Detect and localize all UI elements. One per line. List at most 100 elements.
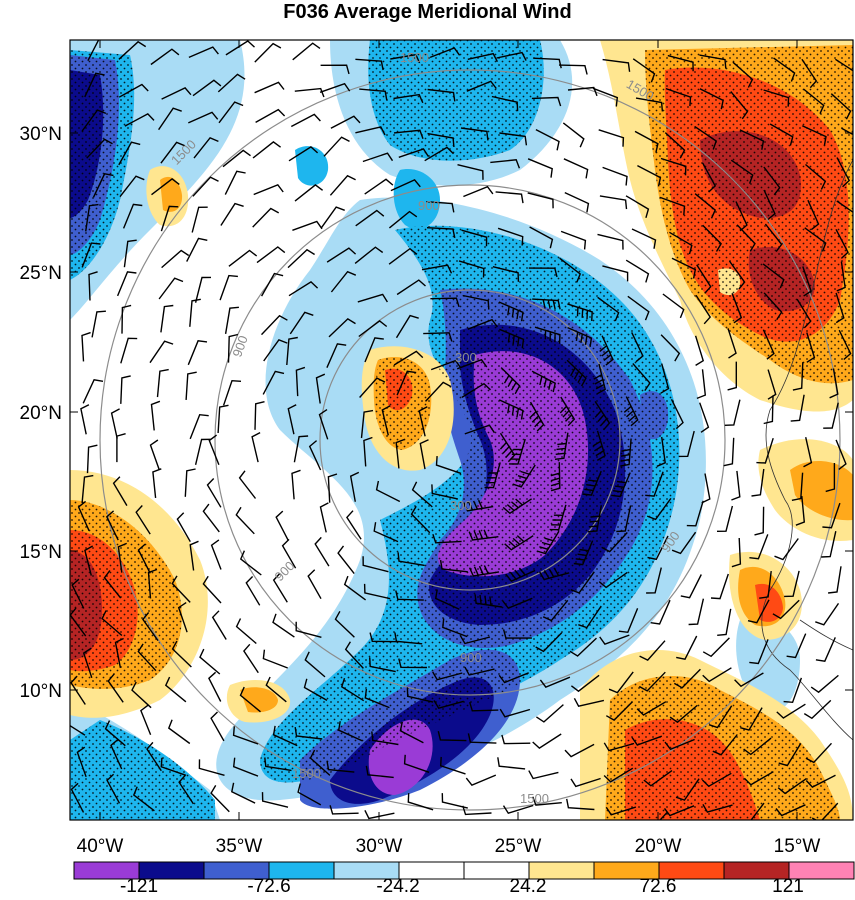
wind-barb [411, 481, 433, 508]
wind-barb [695, 294, 712, 325]
wind-barb [835, 58, 853, 72]
wind-barb [442, 618, 468, 638]
wind-barb [528, 770, 559, 780]
wind-barb [292, 42, 321, 61]
colorbar-label: 24.2 [510, 876, 547, 897]
wind-barb [823, 402, 839, 429]
wind-barb [603, 767, 634, 783]
wind-barb [291, 469, 301, 500]
height-contours [99, 69, 841, 811]
wind-barb [178, 775, 194, 805]
wind-barb [767, 369, 777, 400]
wind-barb [688, 598, 705, 626]
wind-barb [499, 328, 525, 349]
wind-barb [461, 382, 491, 398]
wind-barb [224, 170, 246, 195]
wind-barb [82, 379, 104, 404]
wind-barb [717, 608, 732, 636]
wind-barb [734, 672, 764, 688]
wind-barb [467, 52, 499, 63]
wind-barb [646, 497, 672, 521]
wind-barb [330, 115, 361, 129]
wind-barb [261, 792, 289, 808]
wind-barb [238, 470, 257, 499]
wind-barb [835, 439, 847, 470]
wind-barb [549, 504, 567, 531]
wind-barb [532, 796, 562, 806]
wind-barb [835, 228, 849, 259]
contour-label: 300 [450, 498, 472, 513]
colorbar-label: -121 [120, 876, 158, 897]
wind-barb [395, 314, 419, 339]
wind-barb [643, 770, 673, 787]
wind-barb [786, 633, 807, 659]
wind-barb [527, 192, 554, 209]
wind-barb [776, 703, 806, 719]
wind-barb [92, 173, 114, 198]
wind-barb [81, 331, 91, 362]
wind-barb [287, 248, 315, 269]
map-title: F036 Average Meridional Wind [283, 1, 572, 23]
wind-barb [116, 433, 126, 463]
wind-barb [735, 201, 748, 232]
wind-barb [142, 612, 159, 642]
wind-barb [308, 440, 322, 471]
wind-barb [803, 699, 832, 720]
wind-barb [81, 109, 107, 132]
wind-barb [542, 599, 569, 622]
wind-barb [340, 677, 365, 702]
wind-barb [160, 141, 186, 164]
wind-barb [497, 227, 524, 246]
wind-barb [293, 435, 309, 463]
wind-barb [659, 811, 669, 820]
contour-label: 1500 [292, 766, 321, 781]
wind-barb [699, 54, 727, 69]
wind-barb [208, 434, 220, 465]
wind-barb [424, 146, 454, 162]
wind-barb [140, 704, 152, 736]
wind-barb [567, 86, 598, 97]
wind-barb [393, 350, 424, 366]
wind-barb [670, 398, 684, 430]
wind-barb [756, 437, 774, 464]
wind-barb [117, 542, 127, 573]
wind-barb [76, 746, 87, 778]
wind-barb [637, 164, 662, 187]
wind-barb [222, 379, 242, 406]
lon-label: 20°W [635, 836, 682, 857]
wind-barb [593, 363, 607, 395]
wind-barb [598, 571, 628, 589]
wind-barb [599, 634, 630, 646]
wind-barb [763, 189, 776, 220]
wind-barb [228, 249, 258, 267]
wind-barb [319, 502, 329, 533]
wind-barb [457, 164, 484, 180]
wind-barb [158, 277, 184, 300]
wind-barb [430, 359, 462, 371]
wind-barb [822, 502, 841, 529]
wind-barb [762, 329, 775, 360]
longitude-axis: 40°W 35°W 30°W 25°W 20°W 15°W [77, 836, 821, 857]
wind-barb [474, 594, 503, 608]
wind-barb [187, 340, 208, 366]
wind-barb [500, 367, 521, 395]
wind-barb [326, 760, 355, 773]
wind-barb [702, 804, 733, 813]
wind-barb [369, 657, 396, 673]
wind-barb [251, 431, 261, 463]
wind-barb [563, 158, 589, 179]
wind-barb [146, 741, 162, 772]
wind-barb [764, 223, 783, 253]
wind-barb [463, 499, 494, 512]
map-field [70, 40, 853, 820]
wind-barb [559, 257, 582, 283]
wind-barb [562, 122, 585, 148]
wind-barb [116, 271, 137, 297]
wind-barb [743, 737, 772, 756]
wind-barb [394, 632, 423, 645]
wind-barb [646, 567, 662, 594]
wind-barb [656, 436, 666, 467]
wind-barb [344, 641, 364, 669]
wind-barb [829, 368, 839, 399]
colorbar-label: 121 [772, 876, 804, 897]
